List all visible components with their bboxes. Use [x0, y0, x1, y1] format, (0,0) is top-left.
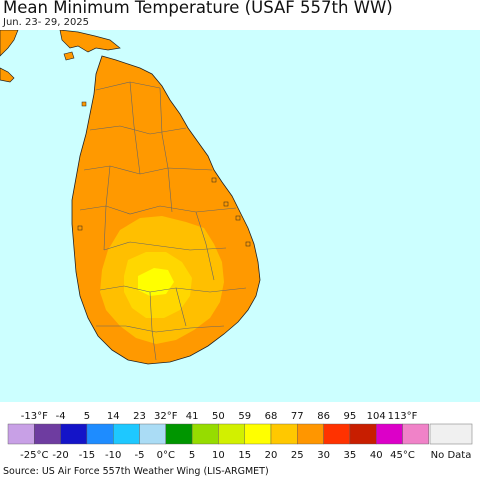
legend-fahrenheit-label: -13°F: [21, 411, 48, 422]
legend-swatch: [297, 423, 324, 445]
legend-swatch: [34, 423, 61, 445]
legend-celsius-label: -20: [52, 450, 68, 461]
legend-celsius-label: -15: [79, 450, 95, 461]
legend-celsius-label: 35: [344, 450, 357, 461]
legend-fahrenheit-label: 32°F: [154, 411, 178, 422]
legend-swatch: [244, 423, 272, 445]
legend-swatch: [112, 423, 140, 445]
legend-swatch: [218, 423, 245, 445]
legend-swatch: [191, 423, 219, 445]
legend-celsius-label: 20: [265, 450, 278, 461]
legend-celsius-label: 10: [212, 450, 225, 461]
legend-celsius-label: 15: [238, 450, 251, 461]
india-coast-fragment: [0, 67, 15, 83]
legend-celsius-label: 40: [370, 450, 383, 461]
legend-swatch: [376, 423, 403, 445]
legend-swatch: [270, 423, 298, 445]
legend-celsius-labels: -25°C -20 -15 -10 -5 0°C 5 10 15 20 25 30 35 40 45°C: [20, 450, 415, 461]
source-credit: Source: US Air Force 557th Weather Wing …: [3, 466, 269, 477]
legend-fahrenheit-label: 95: [344, 411, 357, 422]
legend-swatch: [323, 423, 351, 445]
legend-swatch: [7, 423, 35, 445]
legend-celsius-label: 5: [189, 450, 195, 461]
header: Mean Minimum Temperature (USAF 557th WW)…: [0, 0, 480, 30]
legend-celsius-label: -5: [135, 450, 145, 461]
date-range: Jun. 23- 29, 2025: [3, 17, 90, 28]
legend-color-swatches: [7, 423, 429, 445]
legend-fahrenheit-label: 5: [84, 411, 90, 422]
legend-swatch: [402, 423, 429, 445]
legend-fahrenheit-labels: -13°F -4 5 14 23 32°F 41 50 59 68 77 86 95 104 113°F: [21, 411, 418, 422]
legend-swatch: [60, 423, 88, 445]
legend-fahrenheit-label: 77: [291, 411, 304, 422]
coolest-spot: [138, 268, 174, 296]
coast-islets: [77, 101, 251, 247]
legend-swatch: [165, 423, 193, 445]
legend-celsius-label: 30: [317, 450, 330, 461]
legend-fahrenheit-label: 41: [186, 411, 199, 422]
legend-no-data-swatch: [429, 423, 473, 445]
legend-celsius-label: 0°C: [157, 450, 175, 461]
legend-fahrenheit-label: -4: [56, 411, 66, 422]
legend-swatch: [139, 423, 166, 445]
legend-celsius-label: -25°C: [20, 450, 48, 461]
legend-celsius-label: 45°C: [390, 450, 415, 461]
legend-celsius-label: 25: [291, 450, 304, 461]
temperature-map: [0, 30, 480, 402]
legend-fahrenheit-label: 59: [238, 411, 251, 422]
legend-fahrenheit-label: 68: [265, 411, 278, 422]
legend-fahrenheit-label: 86: [317, 411, 330, 422]
legend-swatch: [86, 423, 114, 445]
legend-fahrenheit-label: 104: [367, 411, 386, 422]
legend-fahrenheit-label: 113°F: [388, 411, 418, 422]
legend-no-data-label: No Data: [431, 450, 472, 461]
legend: -13°F -4 5 14 23 32°F 41 50 59 68 77 86 95 104 113°F -…: [7, 411, 473, 461]
northern-island: [63, 51, 75, 61]
legend-fahrenheit-label: 23: [133, 411, 146, 422]
district-borders: [79, 81, 247, 361]
legend-celsius-label: -10: [105, 450, 121, 461]
legend-swatch: [349, 423, 377, 445]
jaffna-peninsula: [59, 30, 121, 53]
india-landmass: [0, 30, 19, 57]
legend-fahrenheit-label: 50: [212, 411, 225, 422]
legend-fahrenheit-label: 14: [107, 411, 120, 422]
map-title: Mean Minimum Temperature (USAF 557th WW): [3, 0, 393, 17]
